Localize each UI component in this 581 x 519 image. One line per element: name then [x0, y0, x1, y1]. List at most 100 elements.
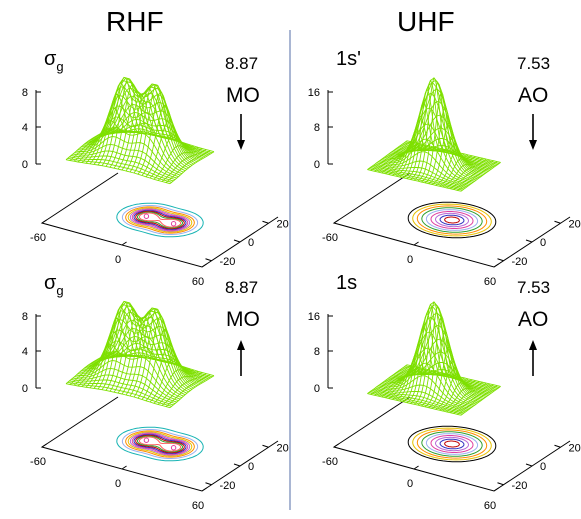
surface-mesh-line — [76, 136, 181, 176]
surface-mesh-line — [169, 375, 215, 409]
state-label: 1s — [336, 272, 357, 295]
x-tick-mark — [41, 443, 47, 448]
contour-line — [416, 429, 488, 459]
x-tick-label: -60 — [322, 456, 338, 468]
x-tick-mark — [201, 263, 207, 268]
surface-mesh-line — [71, 379, 176, 404]
z-tick-label: 8 — [22, 87, 28, 99]
energy-value: 8.87 — [225, 54, 259, 73]
surface-mesh-line — [74, 367, 179, 402]
contour-line — [125, 206, 195, 234]
surface-mesh-line — [374, 387, 469, 411]
contour-line — [425, 433, 479, 455]
density-plot: 0 8 16 -60 0 60 20 0 -20 — [308, 300, 581, 512]
state-label: σg — [44, 272, 64, 298]
surface-mesh-line — [367, 169, 462, 192]
surface-mesh-line — [93, 311, 198, 387]
x-tick-mark — [41, 219, 47, 224]
surface-mesh-line — [368, 392, 463, 415]
surface-mesh-line — [403, 366, 498, 390]
contour-line — [434, 212, 470, 228]
surface-mesh-line — [169, 151, 215, 185]
contour-line — [129, 432, 191, 456]
panel-rhf-bottom: 0 4 8 -60 0 60 20 0 -20 σg 8.87 MO — [0, 268, 289, 512]
surface-mesh-line — [93, 87, 198, 163]
z-tick-label: 8 — [22, 311, 28, 323]
arrow-head — [237, 340, 245, 350]
energy-value: 7.53 — [517, 54, 551, 73]
surface-mesh-line — [91, 305, 196, 388]
contour-line — [138, 212, 182, 228]
y-tick-mark — [205, 258, 212, 262]
nucleus-marker — [170, 221, 177, 227]
contour-line — [407, 425, 497, 463]
z-tick-label: 0 — [314, 159, 320, 171]
z-tick-label: 0 — [314, 383, 320, 395]
surface-mesh-line — [381, 347, 475, 406]
contour-lines — [407, 201, 497, 239]
surface-mesh-line — [399, 145, 494, 169]
contour-line — [444, 440, 460, 448]
state-symbol: 1s — [336, 272, 358, 294]
x-tick-mark — [413, 465, 419, 470]
x-tick-mark — [493, 263, 499, 268]
surface-mesh-line — [396, 361, 490, 395]
x-tick-label: -60 — [30, 456, 46, 468]
y-tick-label: 0 — [248, 461, 254, 473]
surface-mesh-line — [378, 151, 472, 184]
contour-line — [121, 205, 199, 235]
z-tick-label: 16 — [308, 311, 320, 323]
surface-mesh-line — [394, 127, 489, 172]
density-plot: 0 4 8 -60 0 60 20 0 -20 — [22, 300, 289, 512]
arrow-head — [529, 340, 537, 350]
contour-line — [434, 436, 470, 452]
contour-line — [412, 203, 492, 237]
contour-line — [444, 216, 460, 224]
y-tick-mark — [233, 239, 241, 243]
density-surface — [65, 300, 215, 409]
contour-line — [133, 434, 187, 454]
y-tick-label: 0 — [540, 461, 546, 473]
surface-mesh-line — [371, 389, 466, 413]
nucleus-marker — [143, 437, 150, 443]
x-tick-label: 0 — [407, 254, 413, 266]
surface-mesh-line — [374, 163, 469, 187]
surface-mesh-line — [397, 369, 492, 394]
density-surface — [65, 76, 215, 185]
surface-mesh-line — [405, 141, 500, 164]
surface-mesh-line — [77, 126, 182, 175]
x-tick-label: 60 — [484, 276, 496, 288]
y-tick-mark — [205, 482, 212, 486]
surface-mesh-line — [368, 168, 463, 191]
surface-mesh-line — [384, 92, 478, 180]
contour-line — [412, 427, 492, 461]
surface-mesh-line — [379, 138, 474, 183]
x-tick-mark — [333, 219, 339, 224]
x-tick-label: -60 — [322, 232, 338, 244]
state-subscript: g — [56, 59, 64, 74]
x-tick-mark — [121, 241, 127, 246]
surface-mesh-line — [371, 165, 466, 189]
contour-line — [137, 211, 183, 229]
surface-mesh-line — [381, 123, 475, 182]
surface-mesh-line — [399, 369, 494, 393]
z-tick-label: 4 — [22, 122, 28, 134]
density-plot: 0 8 16 -60 0 60 20 0 -20 — [308, 76, 581, 288]
contour-line — [439, 438, 465, 450]
surface-mesh-line — [69, 380, 174, 406]
y-tick-mark — [554, 220, 561, 224]
contour-line — [430, 435, 474, 453]
y-tick-mark — [554, 444, 561, 448]
contour-line — [127, 431, 193, 457]
surface-mesh-line — [370, 166, 465, 190]
orbital-kind: MO — [226, 308, 260, 331]
contour-line — [127, 207, 193, 233]
contour-lines — [116, 426, 204, 462]
surface-mesh-line — [376, 384, 471, 409]
x-tick-mark — [413, 241, 419, 246]
state-symbol: σ — [44, 48, 57, 70]
surface-mesh-line — [394, 351, 489, 396]
surface-mesh-line — [84, 86, 189, 169]
contour-lines — [116, 202, 204, 238]
y-tick-mark — [497, 258, 504, 262]
